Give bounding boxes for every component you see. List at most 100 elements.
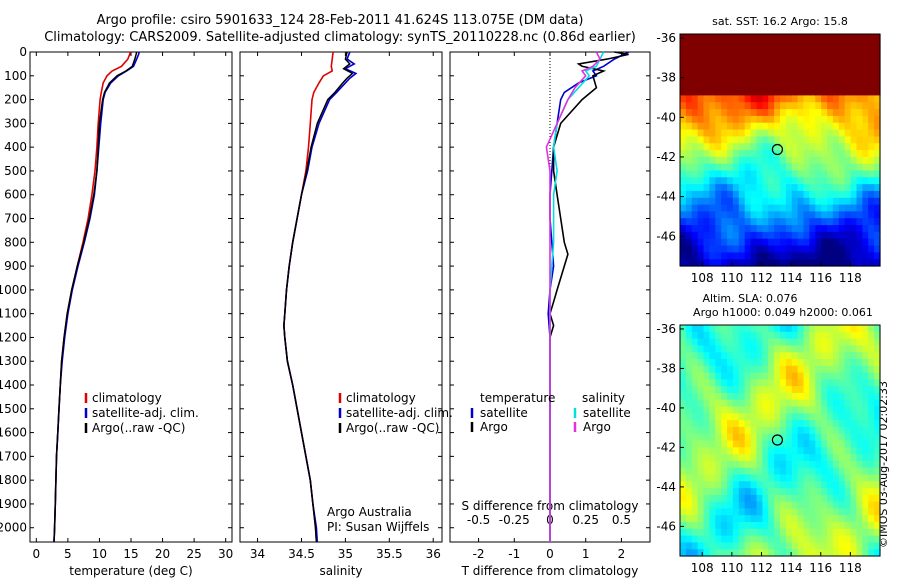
- map-cell: [821, 238, 828, 247]
- map-cell: [727, 143, 734, 151]
- map-cell: [768, 156, 775, 165]
- map-cell: [738, 40, 746, 49]
- map-cell: [744, 190, 752, 199]
- map-cell: [844, 386, 852, 394]
- map-cell: [862, 109, 869, 117]
- map-cell: [738, 481, 746, 489]
- map-cell: [738, 143, 746, 151]
- map-cell: [680, 460, 687, 469]
- map-cell: [738, 156, 746, 165]
- map-x-tick-label: 108: [691, 271, 714, 285]
- map-cell: [791, 372, 799, 380]
- map-cell: [838, 184, 846, 192]
- map-cell: [838, 331, 846, 340]
- map-cell: [691, 549, 699, 557]
- map-cell: [832, 81, 840, 90]
- map-cell: [809, 338, 816, 346]
- map-cell: [762, 95, 769, 103]
- map-cell: [732, 34, 740, 42]
- map-cell: [756, 528, 763, 537]
- map-cell: [791, 325, 799, 333]
- map-cell: [780, 542, 787, 550]
- map-cell: [785, 474, 793, 482]
- map-cell: [691, 386, 699, 394]
- map-cell: [680, 163, 687, 171]
- map-cell: [874, 95, 881, 103]
- map-cell: [732, 549, 740, 557]
- map-cell: [703, 225, 710, 233]
- map-cell: [868, 535, 875, 543]
- map-cell: [821, 528, 828, 537]
- map-cell: [697, 528, 705, 537]
- map-cell: [821, 259, 828, 267]
- map-cell: [774, 359, 781, 367]
- map-cell: [756, 95, 763, 103]
- map-cell: [856, 515, 863, 523]
- map-cell: [838, 177, 846, 185]
- map-cell: [721, 528, 728, 537]
- map-cell: [727, 190, 734, 199]
- map-cell: [827, 218, 834, 226]
- map-cell: [809, 460, 816, 469]
- map-cell: [744, 204, 752, 212]
- map-y-tick-label: -44: [656, 480, 676, 494]
- map-cell: [756, 481, 763, 489]
- map-cell: [685, 197, 693, 206]
- map-cell: [815, 392, 822, 401]
- map-cell: [703, 74, 710, 83]
- map-cell: [703, 122, 710, 131]
- map-cell: [850, 399, 858, 408]
- map-cell: [685, 481, 693, 489]
- legend-label-satellite: satellite-adj. clim.: [346, 406, 453, 420]
- map-cell: [762, 40, 769, 49]
- map-cell: [680, 331, 687, 340]
- map-cell: [685, 522, 693, 530]
- map-cell: [803, 259, 810, 267]
- map-cell: [809, 549, 816, 557]
- map-cell: [780, 136, 787, 144]
- map-cell: [762, 47, 769, 55]
- map-cell: [809, 345, 816, 353]
- map-cell: [868, 170, 875, 178]
- map-cell: [815, 245, 822, 253]
- map-cell: [721, 542, 728, 550]
- map-cell: [780, 204, 787, 212]
- map-cell: [797, 102, 805, 110]
- map-cell: [838, 508, 846, 516]
- map-cell: [697, 379, 705, 387]
- map-cell: [862, 74, 869, 83]
- map-cell: [697, 447, 705, 455]
- map-cell: [862, 197, 869, 206]
- map-cell: [738, 331, 746, 340]
- map-cell: [780, 413, 787, 421]
- map-cell: [821, 474, 828, 482]
- map-cell: [715, 204, 722, 212]
- map-cell: [762, 68, 769, 76]
- map-cell: [809, 34, 816, 42]
- map-cell: [750, 325, 758, 333]
- map-cell: [703, 447, 710, 455]
- map-cell: [750, 109, 758, 117]
- map-cell: [850, 238, 858, 247]
- map-cell: [774, 542, 781, 550]
- map-cell: [838, 156, 846, 165]
- map-cell: [762, 392, 769, 401]
- map-cell: [850, 81, 858, 90]
- map-cell: [856, 331, 863, 340]
- map-cell: [821, 150, 828, 158]
- map-cell: [685, 501, 693, 509]
- map-cell: [821, 406, 828, 414]
- map-cell: [844, 399, 852, 408]
- map-cell: [821, 252, 828, 260]
- map-cell: [850, 352, 858, 360]
- map-cell: [721, 359, 728, 367]
- map-cell: [844, 40, 852, 49]
- map-cell: [797, 447, 805, 455]
- map-cell: [709, 365, 716, 374]
- map-cell: [874, 34, 881, 42]
- map-cell: [738, 225, 746, 233]
- map-cell: [832, 440, 840, 448]
- map-cell: [862, 54, 869, 62]
- map-cell: [685, 549, 693, 557]
- map-cell: [715, 68, 722, 76]
